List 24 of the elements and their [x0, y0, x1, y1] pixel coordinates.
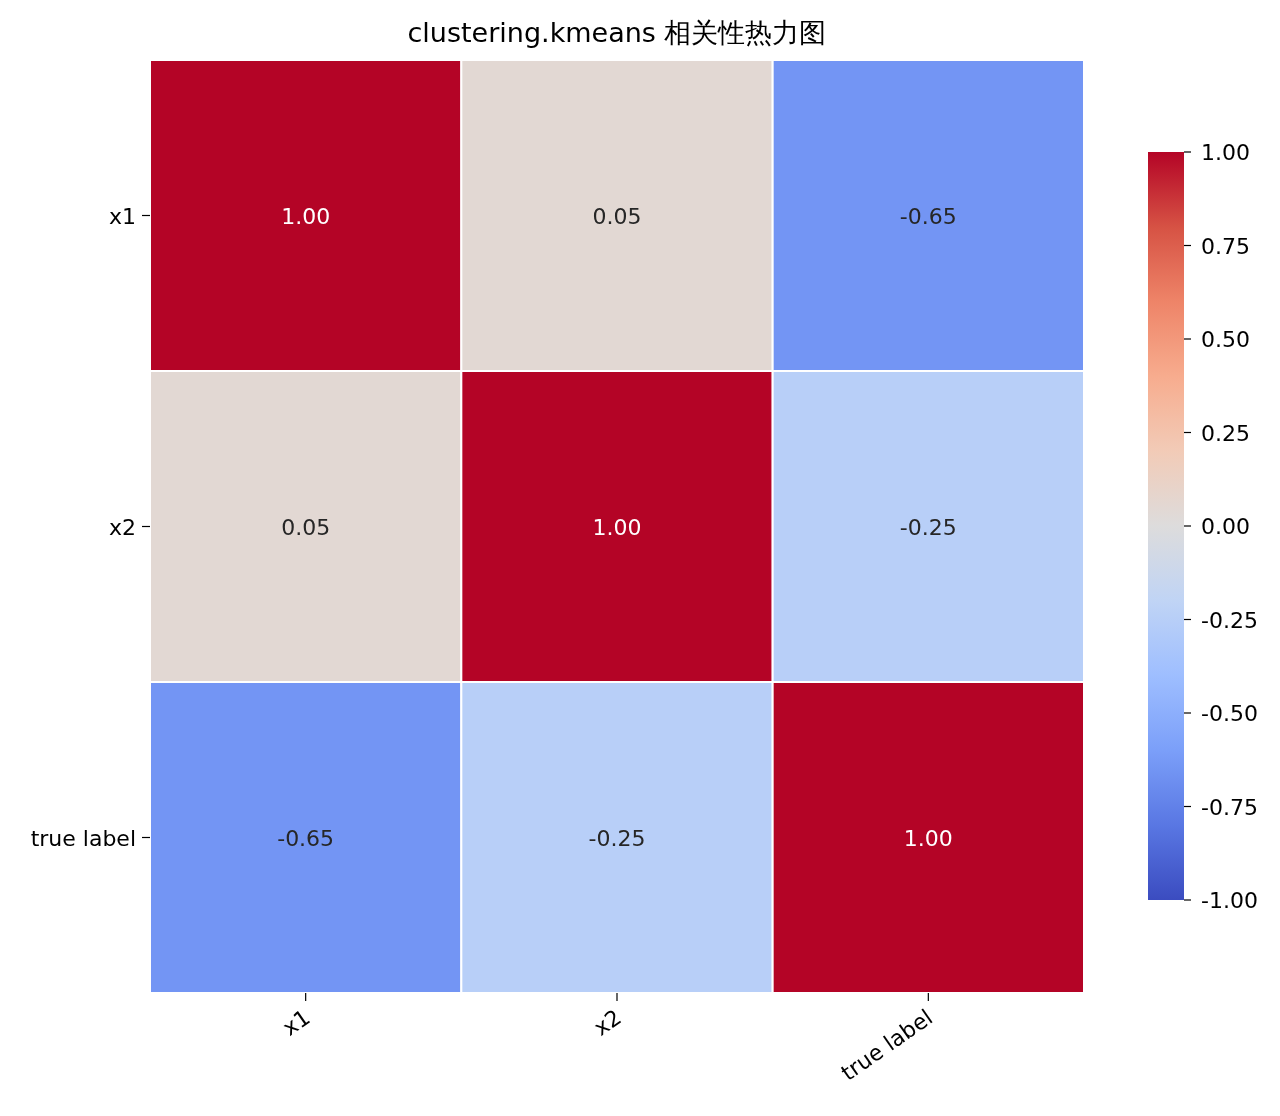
color-bar-label: 0.75	[1201, 233, 1250, 259]
color-bar-label: -0.75	[1201, 794, 1258, 820]
color-bar-label: 0.00	[1201, 514, 1250, 539]
x-tick-label: x1	[278, 1004, 315, 1041]
data-label: 1.00	[592, 514, 642, 540]
data-label: 0.05	[592, 203, 642, 229]
color-bar-label: 0.25	[1201, 420, 1250, 446]
data-label: 0.05	[281, 514, 331, 540]
x-tick-label: x2	[589, 1004, 626, 1041]
data-label: -0.65	[277, 825, 335, 851]
color-bar-label: 0.50	[1201, 327, 1250, 352]
y-tick-label: x2	[108, 514, 136, 540]
data-label: -0.65	[899, 203, 957, 229]
color-bar-label: -0.25	[1201, 607, 1258, 633]
data-label: 1.00	[903, 825, 953, 851]
color-bar-label: -1.00	[1201, 888, 1258, 913]
data-label: 1.00	[281, 203, 331, 229]
data-label: -0.25	[588, 825, 646, 851]
y-tick-label: true label	[30, 825, 136, 851]
data-label: -0.25	[899, 514, 957, 540]
chart-title: clustering.kmeans 相关性热力图	[407, 17, 827, 48]
y-tick-label: x1	[108, 203, 136, 229]
color-bar-label: -0.50	[1201, 701, 1258, 726]
color-bar-label: 1.00	[1201, 140, 1250, 165]
